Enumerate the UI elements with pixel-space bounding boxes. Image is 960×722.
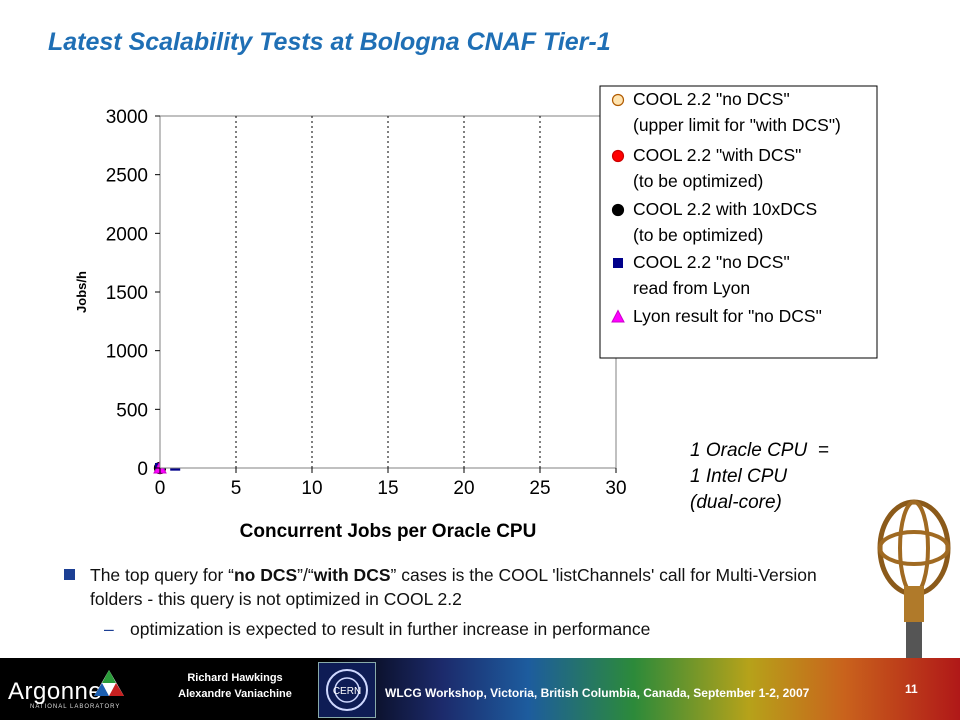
note-line-2: 1 Intel CPU	[690, 466, 788, 487]
sub-bullet-dash: –	[104, 619, 114, 639]
legend-label-3: COOL 2.2 with 10xDCS	[633, 199, 817, 219]
bullet-sub-text: optimization is expected to result in fu…	[130, 619, 651, 639]
workshop-info: WLCG Workshop, Victoria, British Columbi…	[385, 686, 810, 700]
author-1: Richard Hawkings	[187, 672, 283, 684]
legend: COOL 2.2 "no DCS" (upper limit for "with …	[599, 85, 878, 359]
cern-logo-text: CERN	[333, 686, 361, 697]
legend-marker-1	[611, 93, 625, 107]
x-axis-label: Concurrent Jobs per Oracle CPU	[240, 521, 537, 542]
legend-marker-3	[611, 203, 625, 217]
atlas-statue-icon	[877, 499, 951, 658]
note-line-3: (dual-core)	[690, 492, 782, 513]
bullet-bold-with-dcs: with DCS	[313, 565, 391, 585]
page-number: 11	[905, 682, 918, 696]
chart: 0 5 10 15 20 25 30 0 500 1000 1500 2000 2500 3000 Conc…	[74, 85, 878, 542]
legend-marker-2	[611, 149, 625, 163]
bullet-text-3: ” cases is the COOL 'listChannels' call …	[90, 565, 817, 609]
legend-label-4: COOL 2.2 "no DCS"	[633, 252, 790, 272]
argonne-logo-subtext: NATIONAL LABORATORY	[30, 704, 121, 710]
x-tick-label: 15	[377, 478, 398, 499]
argonne-logo-text: Argonne	[8, 678, 103, 705]
legend-label-4: read from Lyon	[633, 278, 750, 298]
legend-marker-5	[611, 309, 625, 323]
legend-label-2: COOL 2.2 "with DCS"	[633, 145, 801, 165]
cern-logo-icon: CERN	[318, 662, 376, 718]
author-2: Alexandre Vaniachine	[178, 688, 292, 700]
argonne-triangle-icon	[94, 670, 124, 696]
cpu-note: 1 Oracle CPU = 1 Intel CPU (dual-core)	[690, 438, 829, 516]
y-tick-label: 2000	[106, 224, 148, 245]
legend-box	[599, 85, 878, 359]
bullet-square-icon	[64, 569, 75, 580]
slide-title: Latest Scalability Tests at Bologna CNAF…	[48, 28, 611, 56]
bullet-text-2: ”/“	[297, 565, 314, 585]
axes: 0 5 10 15 20 25 30 0 500 1000 1500 2000 2500 3000 Conc…	[74, 107, 627, 542]
legend-label-1: COOL 2.2 "no DCS"	[633, 89, 790, 109]
bullet-sub: – optimization is expected to result in …	[62, 617, 862, 641]
legend-label-1: (upper limit for "with DCS")	[633, 115, 841, 135]
y-tick-label: 2500	[106, 166, 148, 187]
x-tick-label: 25	[529, 478, 550, 499]
y-tick-label: 1500	[106, 283, 148, 304]
footer-bar: Argonne NATIONAL LABORATORY Richard Hawk…	[0, 658, 960, 720]
legend-label-2: (to be optimized)	[633, 171, 763, 191]
authors: Richard Hawkings Alexandre Vaniachine	[165, 670, 305, 702]
y-tick-label: 3000	[106, 107, 148, 128]
bullet-bold-no-dcs: no DCS	[233, 565, 298, 585]
x-tick-label: 5	[231, 478, 242, 499]
legend-label-3: (to be optimized)	[633, 225, 763, 245]
x-tick-label: 20	[453, 478, 474, 499]
x-tick-label: 10	[301, 478, 322, 499]
note-line-1: 1 Oracle CPU =	[690, 440, 829, 461]
bullet-list: The top query for “no DCS”/“with DCS” ca…	[62, 563, 862, 641]
y-tick-label: 500	[116, 400, 148, 421]
x-tick-label: 0	[155, 478, 166, 499]
legend-label-5: Lyon result for "no DCS"	[633, 306, 822, 326]
legend-marker-4	[613, 258, 623, 268]
y-axis-label: Jobs/h	[74, 271, 89, 313]
x-tick-label: 30	[605, 478, 626, 499]
y-tick-label: 0	[137, 459, 148, 480]
bullet-main: The top query for “no DCS”/“with DCS” ca…	[62, 563, 862, 611]
y-tick-label: 1000	[106, 342, 148, 363]
bullet-text-1: The top query for “	[90, 565, 234, 585]
